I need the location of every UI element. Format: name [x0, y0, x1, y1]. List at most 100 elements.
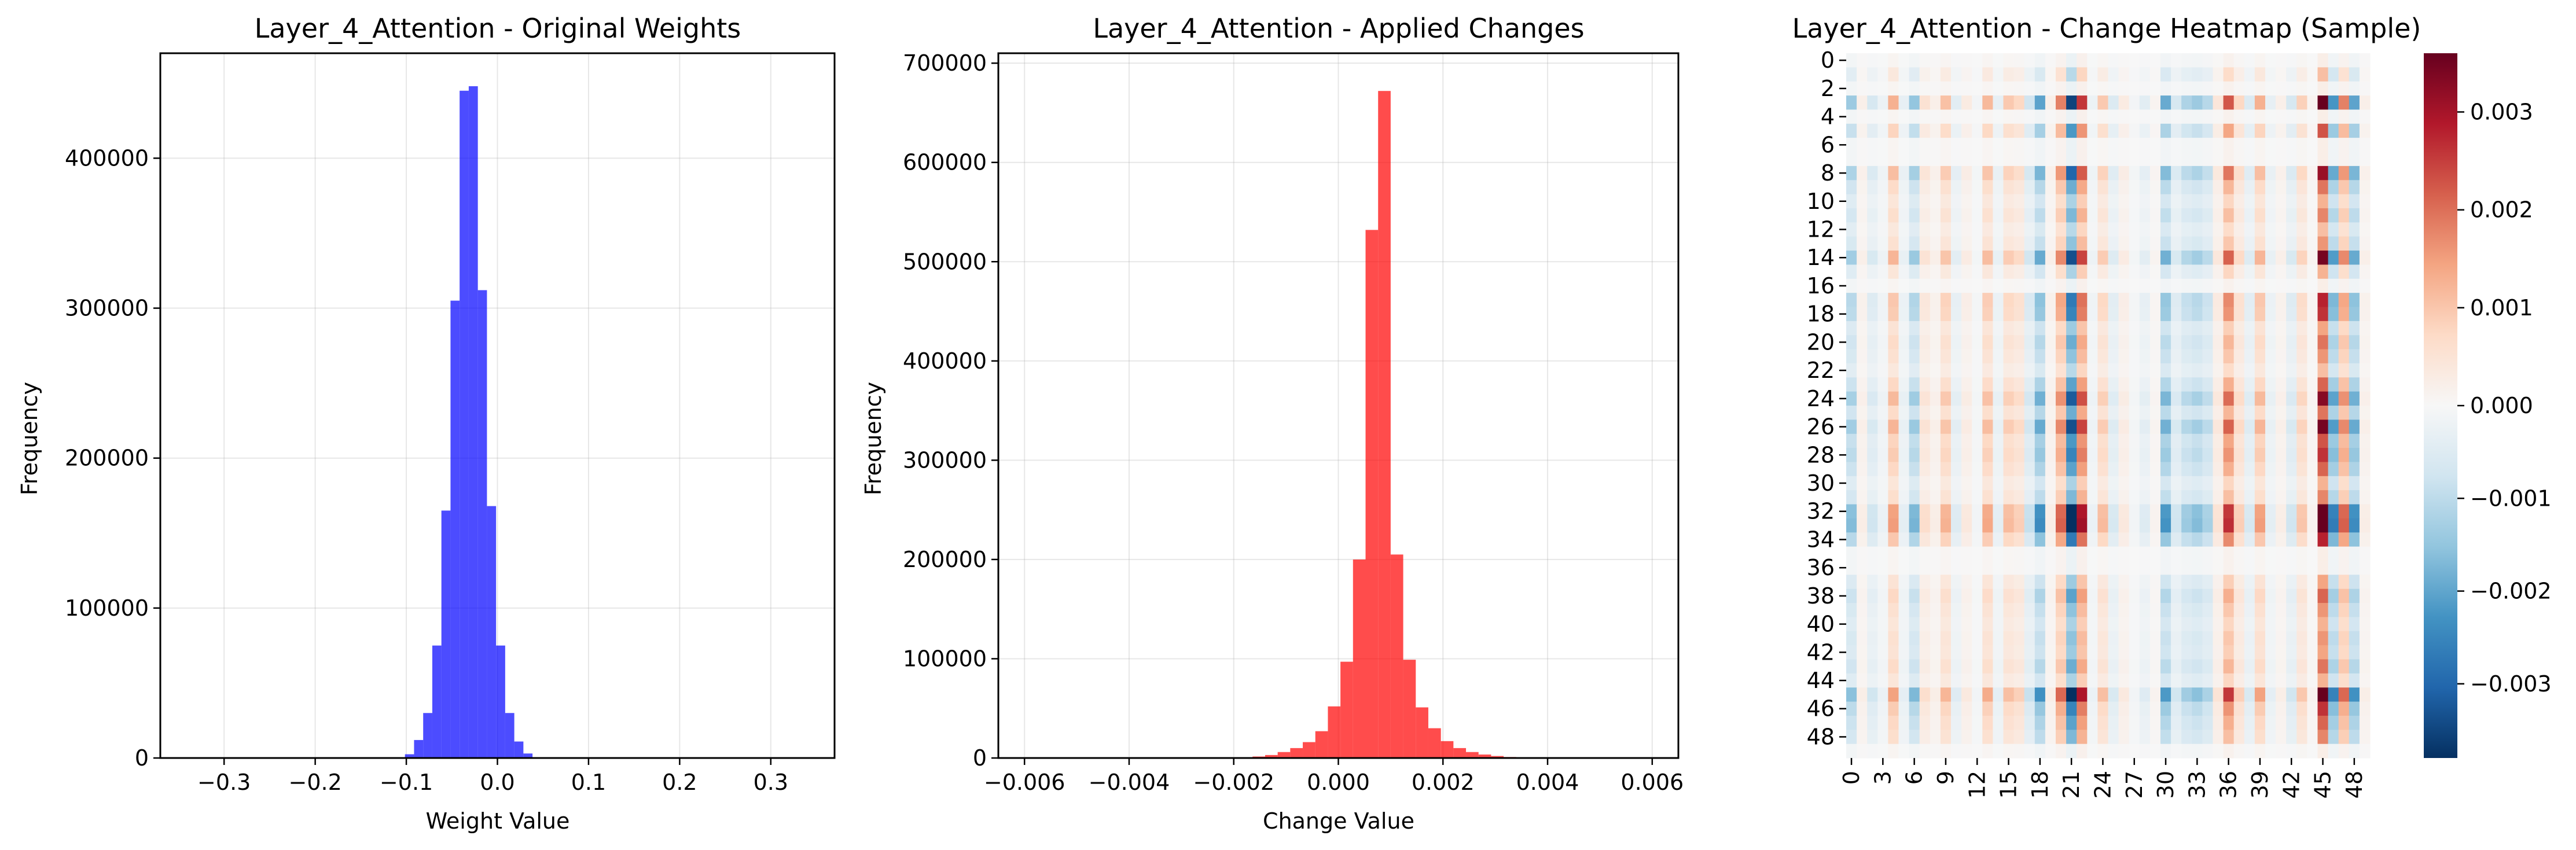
heatmap-cell	[2087, 659, 2098, 674]
heatmap-cell	[2202, 321, 2214, 336]
heatmap-cell	[1898, 420, 1910, 435]
heatmap-cell	[1961, 222, 1972, 237]
heatmap-cell	[2359, 490, 2371, 505]
heatmap-cell	[2244, 307, 2255, 322]
heatmap-cell	[2349, 730, 2360, 745]
heatmap-cell	[2244, 293, 2255, 308]
heatmap-cell	[2034, 264, 2046, 279]
heatmap-cell	[2118, 504, 2130, 519]
heatmap-cell	[2139, 293, 2151, 308]
heatmap-cell	[1982, 560, 1993, 575]
heatmap-cell	[2066, 546, 2077, 561]
heatmap-cell	[2349, 546, 2360, 561]
heatmap-cell	[2034, 588, 2046, 604]
heatmap-cell	[2139, 744, 2151, 759]
heatmap-cell	[2129, 81, 2140, 96]
heatmap-cell	[2118, 631, 2130, 646]
heatmap-cell	[1867, 180, 1878, 195]
heatmap-cell	[2307, 744, 2318, 759]
heatmap-cell	[2349, 377, 2360, 392]
heatmap-cell	[1877, 433, 1888, 448]
heatmap-cell	[2213, 363, 2224, 378]
heatmap-cell	[2108, 109, 2119, 124]
heatmap-cell	[2024, 532, 2035, 547]
heatmap-cell	[1846, 208, 1857, 223]
heatmap-cell	[2202, 645, 2214, 660]
heatmap-cell	[1846, 659, 1857, 674]
heatmap-cell	[2202, 560, 2214, 575]
heatmap-cell	[2359, 546, 2371, 561]
heatmap-cell	[1993, 349, 2004, 364]
heatmap-cell	[1898, 377, 1910, 392]
heatmap-cell	[1940, 532, 1952, 547]
heatmap-cell	[2149, 208, 2161, 223]
heatmap-cell	[2286, 349, 2297, 364]
heatmap-cell	[2202, 730, 2214, 745]
heatmap-cell	[2328, 744, 2339, 759]
heatmap-cell	[1846, 236, 1857, 251]
heatmap-y-tick-label: 48	[1807, 724, 1835, 749]
heatmap-cell	[2056, 180, 2067, 195]
heatmap-cell	[2265, 504, 2276, 519]
heatmap-cell	[2317, 377, 2329, 392]
heatmap-cell	[2097, 673, 2109, 688]
heatmap-cell	[2066, 448, 2077, 463]
heatmap-cell	[2317, 476, 2329, 491]
heatmap-cell	[2056, 575, 2067, 590]
heatmap-cell	[2192, 588, 2203, 604]
heatmap-cell	[1940, 251, 1952, 265]
heatmap-cell	[2223, 715, 2235, 730]
heatmap-cell	[2286, 476, 2297, 491]
heatmap-cell	[2349, 518, 2360, 533]
heatmap-cell	[2317, 109, 2329, 124]
heatmap-cell	[1982, 81, 1993, 96]
heatmap-cell	[1867, 659, 1878, 674]
heatmap-cell	[2160, 53, 2171, 68]
heatmap-cell	[2296, 715, 2307, 730]
heatmap-cell	[2129, 208, 2140, 223]
heatmap-cell	[2286, 588, 2297, 604]
heatmap-cell	[2192, 222, 2203, 237]
heatmap-cell	[2359, 321, 2371, 336]
heatmap-cell	[1972, 546, 1983, 561]
heatmap-cell	[2233, 560, 2245, 575]
heatmap-cell	[2192, 406, 2203, 420]
heatmap-cell	[2192, 532, 2203, 547]
heatmap-cell	[2349, 123, 2360, 138]
heatmap-cell	[2328, 448, 2339, 463]
heatmap-cell	[2097, 123, 2109, 138]
heatmap-cell	[2013, 673, 2025, 688]
heatmap-cell	[2013, 406, 2025, 420]
heatmap-cell	[1909, 236, 1920, 251]
heatmap-cell	[2024, 687, 2035, 702]
heatmap-cell	[2097, 518, 2109, 533]
heatmap-cell	[1993, 476, 2004, 491]
heatmap-cell	[2276, 293, 2287, 308]
heatmap-cell	[2328, 138, 2339, 153]
heatmap-cell	[2056, 109, 2067, 124]
heatmap-cell	[2077, 588, 2088, 604]
heatmap-cell	[2223, 363, 2235, 378]
heatmap-cell	[2034, 180, 2046, 195]
heatmap-cell	[1888, 95, 1899, 111]
heatmap-cell	[2077, 730, 2088, 745]
heatmap-cell	[2024, 53, 2035, 68]
heatmap-cell	[2034, 123, 2046, 138]
heatmap-cell	[2139, 67, 2151, 82]
heatmap-cell	[2265, 377, 2276, 392]
heatmap-cell	[2097, 560, 2109, 575]
heatmap-cell	[2307, 588, 2318, 604]
heatmap-y-tick-label: 30	[1807, 470, 1835, 496]
heatmap-cell	[2286, 433, 2297, 448]
heatmap-cell	[2338, 180, 2350, 195]
heatmap-cell	[2003, 152, 2015, 167]
heatmap-cell	[2160, 264, 2171, 279]
heatmap-cell	[1898, 391, 1910, 406]
heatmap-cell	[1898, 363, 1910, 378]
heatmap-cell	[2307, 617, 2318, 632]
heatmap-cell	[2108, 462, 2119, 477]
heatmap-cell	[2181, 687, 2192, 702]
heatmap-cell	[1940, 180, 1952, 195]
heatmap-cell	[1846, 165, 1857, 181]
heatmap-cell	[2118, 293, 2130, 308]
